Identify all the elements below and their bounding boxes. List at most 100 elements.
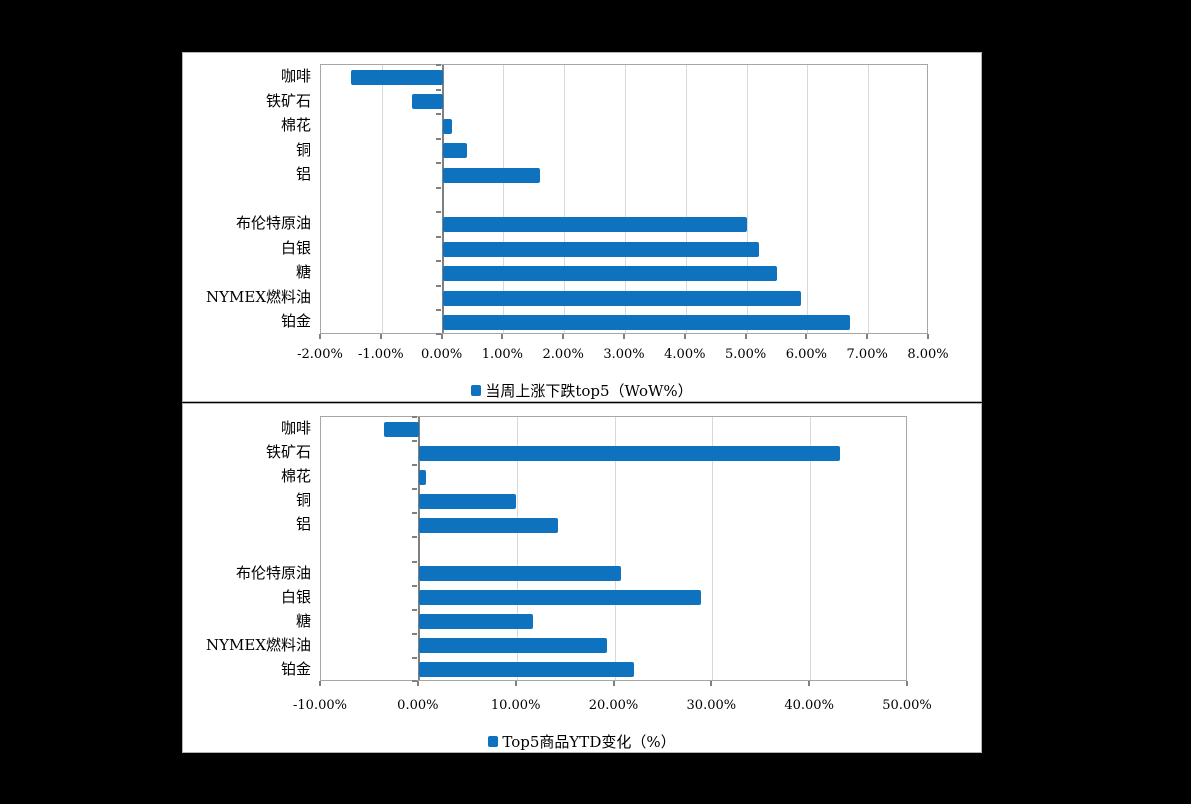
bar	[383, 421, 419, 437]
category-axis-tick	[435, 309, 441, 312]
ytd-top5-chart-panel: Top5商品YTD变化（%） -10.00% 0.00% 10.00% 20.00% 3…	[182, 403, 982, 753]
category-label: 白银	[280, 238, 311, 257]
category-axis-tick	[411, 512, 417, 515]
category-label: NYMEX燃料油	[205, 635, 311, 654]
x-axis-tick	[440, 334, 443, 339]
bar	[442, 315, 850, 331]
category-axis-tick	[411, 560, 417, 563]
gridline	[503, 65, 505, 333]
x-axis-tick	[562, 334, 565, 339]
x-tick-label: 4.00%	[664, 347, 706, 362]
category-axis-tick	[435, 64, 441, 66]
category-axis-tick	[411, 680, 417, 682]
x-axis-tick	[744, 334, 747, 339]
category-axis-tick	[435, 284, 441, 287]
category-label: 咖啡	[280, 67, 311, 85]
legend-marker-icon	[471, 384, 482, 396]
category-label: 铂金	[280, 659, 311, 678]
category-axis-tick	[435, 162, 441, 165]
gridline	[810, 417, 812, 680]
gridline	[807, 65, 809, 333]
category-label: 铜	[295, 140, 311, 159]
bar	[442, 266, 777, 282]
category-label: 布伦特原油	[235, 214, 311, 233]
x-tick-label: 5.00%	[724, 347, 767, 362]
category-axis-tick	[411, 440, 417, 443]
category-axis-tick	[411, 584, 417, 587]
gridline	[868, 65, 870, 333]
category-label: 铁矿石	[265, 91, 311, 110]
x-tick-label: 50.00%	[882, 698, 932, 713]
gridline	[614, 417, 616, 680]
x-axis-tick	[416, 681, 419, 686]
category-axis-tick	[411, 632, 417, 635]
category-label: 布伦特原油	[235, 563, 311, 582]
legend-label: 当周上涨下跌top5（WoW%）	[485, 381, 693, 400]
legend: Top5商品YTD变化（%）	[183, 732, 981, 751]
bar	[412, 94, 443, 110]
gridline	[712, 417, 714, 680]
legend: 当周上涨下跌top5（WoW%）	[183, 381, 981, 400]
x-tick-label: 0.00%	[420, 347, 463, 362]
x-axis-tick	[319, 681, 321, 686]
x-tick-label: 10.00%	[490, 698, 541, 713]
x-axis-tick	[514, 681, 517, 686]
bar	[418, 614, 534, 630]
category-label: 糖	[295, 263, 311, 282]
x-axis-tick	[805, 334, 808, 339]
bar	[418, 517, 558, 533]
x-axis-tick	[927, 334, 929, 339]
category-axis	[441, 65, 444, 333]
category-axis-tick	[411, 656, 417, 659]
category-axis-tick	[435, 186, 441, 189]
wow-top5-chart-panel: 当周上涨下跌top5（WoW%） -2.00% -1.00% 0.00% 1.00% 2…	[182, 52, 982, 402]
x-tick-label: 3.00%	[603, 347, 645, 362]
x-tick-label: 7.00%	[846, 347, 888, 362]
category-label: 白银	[280, 587, 311, 606]
bar	[442, 118, 452, 134]
category-axis-tick	[435, 235, 441, 238]
bar	[442, 290, 802, 306]
x-tick-label: 0.00%	[397, 698, 439, 713]
bar	[418, 638, 607, 654]
x-axis-tick	[710, 681, 713, 686]
gridline	[685, 65, 687, 333]
category-axis-tick	[411, 464, 417, 467]
bar	[418, 590, 701, 606]
x-axis-tick	[612, 681, 615, 686]
x-axis-tick	[501, 334, 504, 339]
x-tick-label: 1.00%	[481, 347, 524, 362]
gridline	[564, 65, 566, 333]
bar	[418, 566, 622, 582]
gridline	[625, 65, 626, 333]
bar	[442, 167, 540, 183]
category-label: 咖啡	[280, 419, 311, 437]
x-tick-label: 40.00%	[784, 698, 834, 713]
category-label: 糖	[295, 611, 311, 630]
gridline	[516, 417, 518, 680]
x-tick-label: -1.00%	[357, 347, 404, 362]
category-axis-tick	[435, 88, 441, 91]
category-axis	[417, 417, 420, 680]
bar	[418, 469, 426, 485]
x-tick-label: -10.00%	[293, 698, 347, 713]
gridline	[746, 65, 748, 333]
category-label: 铝	[295, 515, 311, 534]
x-axis-tick	[866, 334, 869, 339]
category-axis-tick	[411, 416, 417, 418]
plot-area	[320, 64, 928, 334]
bar	[351, 69, 443, 85]
legend-marker-icon	[488, 735, 499, 747]
bar	[442, 143, 467, 159]
x-axis-tick	[319, 334, 321, 339]
plot-area	[320, 416, 907, 681]
x-axis-tick	[623, 334, 625, 339]
bar	[442, 217, 747, 233]
x-tick-label: 2.00%	[542, 347, 584, 362]
x-axis-tick	[808, 681, 811, 686]
bar	[442, 241, 759, 257]
category-axis-tick	[435, 211, 441, 214]
category-label: 棉花	[280, 116, 311, 135]
category-axis-tick	[435, 260, 441, 263]
